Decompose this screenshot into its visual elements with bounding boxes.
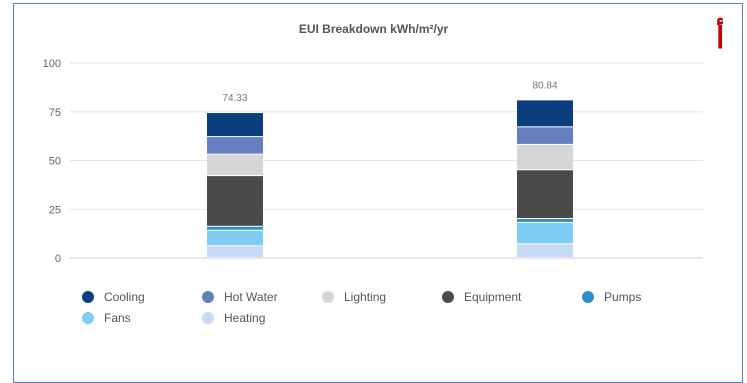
y-tick-label: 50 [49, 156, 61, 168]
bar-segment-fans [517, 222, 573, 244]
legend-item-fans[interactable]: Fans [82, 309, 202, 327]
gridlines [70, 62, 703, 259]
bar-segment-pumps [207, 226, 263, 230]
bar-segment-heating [517, 244, 573, 257]
legend-swatch-icon [202, 312, 214, 324]
chart-frame [13, 3, 743, 383]
y-tick-label: 75 [49, 107, 61, 119]
legend-item-heating[interactable]: Heating [202, 309, 322, 327]
legend-item-hot-water[interactable]: Hot Water [202, 288, 322, 306]
legend-swatch-icon [202, 291, 214, 303]
chart-title: EUI Breakdown kWh/m²/yr [298, 22, 449, 36]
legend-label: Lighting [344, 290, 387, 304]
legend-label: Heating [224, 311, 266, 325]
y-axis-ticks: 0 25 50 75 100 [43, 58, 61, 265]
legend-label: Fans [104, 311, 131, 325]
legend-swatch-icon [82, 291, 94, 303]
bar-segment-equipment [517, 170, 573, 218]
bar-segment-pumps [517, 219, 573, 222]
bars [207, 100, 573, 257]
legend-swatch-icon [82, 312, 94, 324]
corner-mark: أ [716, 21, 725, 56]
legend-swatch-icon [322, 291, 334, 303]
legend-label: Hot Water [224, 290, 278, 304]
bar-segment-cooling [517, 100, 573, 127]
y-tick-label: 0 [55, 253, 61, 265]
legend-item-cooling[interactable]: Cooling [82, 288, 202, 306]
legend-item-lighting[interactable]: Lighting [322, 288, 442, 306]
bar-segment-hot-water [517, 127, 573, 144]
bar-total-label: 80.84 [532, 80, 557, 91]
bar-segment-heating [207, 246, 263, 257]
bar-segment-equipment [207, 176, 263, 226]
legend: Cooling Hot Water Lighting Equipment Pumps Fa… [82, 288, 702, 327]
bar-segment-cooling [207, 113, 263, 137]
legend-item-pumps[interactable]: Pumps [582, 288, 702, 306]
legend-label: Equipment [464, 290, 522, 304]
total-labels: 74.33 80.84 [222, 80, 557, 104]
bar-segment-fans [207, 230, 263, 246]
y-tick-label: 100 [43, 58, 61, 70]
bar-segment-hot-water [207, 137, 263, 154]
bar-total-label: 74.33 [222, 93, 247, 104]
y-tick-label: 25 [49, 204, 61, 216]
legend-swatch-icon [442, 291, 454, 303]
bar-segment-lighting [517, 144, 573, 170]
legend-label: Cooling [104, 290, 145, 304]
plot-area: 0 25 50 75 100 74.33 80.84 [43, 58, 703, 265]
legend-label: Pumps [604, 290, 642, 304]
bar-segment-lighting [207, 154, 263, 176]
legend-item-equipment[interactable]: Equipment [442, 288, 582, 306]
legend-swatch-icon [582, 291, 594, 303]
